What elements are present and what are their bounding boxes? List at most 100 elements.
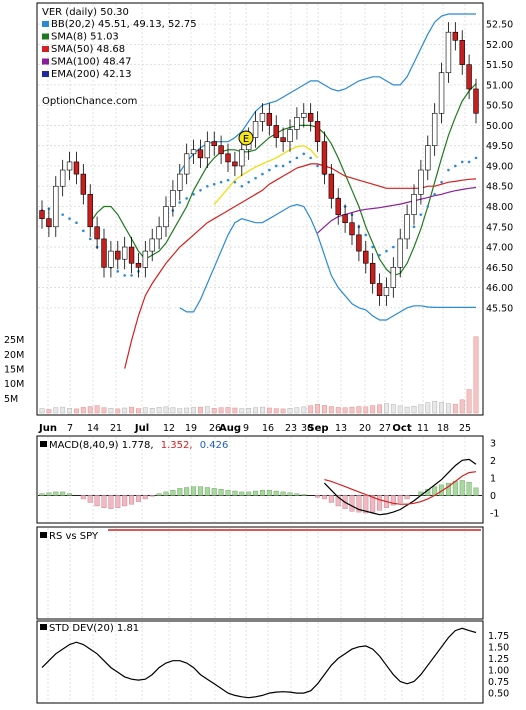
volume-bar: [156, 407, 162, 414]
candle-body: [59, 169, 66, 187]
macd-histogram-bar: [294, 493, 300, 496]
watermark-text: OptionChance.com: [42, 96, 137, 107]
psar-dot: [309, 156, 312, 160]
psar-dot: [68, 217, 71, 220]
psar-dot: [412, 225, 416, 229]
volume-bar: [87, 406, 93, 414]
candle-body: [411, 194, 417, 215]
x-tick-label: 13: [335, 423, 347, 434]
psar-dot: [75, 221, 78, 225]
psar-dot: [316, 164, 319, 168]
indicator-lines-layer: [89, 13, 477, 369]
candle-body: [101, 238, 107, 268]
volume-bar: [328, 406, 334, 414]
macd-histogram-bar: [197, 486, 203, 496]
volume-tick-label: 5M: [4, 394, 18, 405]
psar-dot: [447, 168, 450, 172]
legend-swatch: [42, 71, 49, 77]
x-tick-label: Aug: [219, 423, 241, 434]
candle-body: [342, 214, 348, 224]
candle-body: [252, 121, 259, 138]
candle-body: [376, 283, 383, 296]
volume-bar: [308, 405, 314, 414]
macd-histogram-bar: [246, 491, 252, 496]
candle-body: [294, 117, 300, 130]
psar-dot: [440, 180, 443, 184]
macd-histogram-bar: [259, 489, 265, 496]
macd-histogram-bar: [404, 495, 410, 500]
candle-body: [273, 125, 279, 138]
candle-body: [142, 250, 149, 268]
volume-bar: [397, 405, 403, 414]
psar-dot: [261, 172, 264, 176]
macd-histogram-bar: [135, 495, 141, 502]
macd-histogram-bar: [142, 495, 148, 500]
psar-dot: [178, 201, 182, 204]
x-tick-label: 25: [459, 423, 471, 434]
bollinger-lower-line: [179, 203, 476, 321]
psar-dot: [88, 237, 92, 241]
candle-body: [438, 72, 445, 114]
psar-dot: [206, 184, 209, 188]
psar-dot: [474, 156, 478, 160]
macd-histogram-bar: [94, 495, 100, 507]
legend-swatch: [42, 46, 49, 52]
macd-histogram-bar: [335, 495, 341, 507]
sma50-line: [124, 163, 477, 369]
candle-body: [473, 88, 479, 114]
price-panel-frame: [36, 2, 484, 416]
candle-body: [121, 246, 128, 260]
macd-histogram-bar: [184, 487, 190, 496]
price-tick-label: 47.50: [486, 222, 513, 233]
grid-layer: [38, 4, 482, 702]
macd-histogram-bar: [39, 493, 45, 496]
candle-body: [156, 226, 162, 240]
price-tick-label: 45.50: [486, 303, 513, 314]
candle-body: [80, 173, 87, 195]
volume-bar: [211, 408, 217, 414]
volume-bar: [418, 404, 424, 414]
psar-dot: [268, 168, 271, 172]
volume-bar: [177, 408, 183, 414]
volume-bar: [170, 407, 176, 414]
volume-bar: [225, 407, 231, 414]
macd-histogram-bar: [87, 495, 93, 503]
macd-histogram-bar: [473, 487, 479, 496]
macd-histogram-bar: [466, 482, 472, 496]
stddev-tick-label: 1.25: [488, 654, 509, 665]
macd-histogram-bar: [101, 495, 107, 508]
psar-dot: [219, 180, 223, 184]
volume-bar: [459, 399, 465, 414]
psar-dot: [454, 164, 457, 168]
psar-dot: [426, 205, 430, 208]
volume-bar: [259, 406, 265, 414]
volume-bar: [390, 404, 396, 414]
stddev-legend-swatch: [40, 624, 47, 630]
volume-bar: [266, 407, 272, 414]
candle-body: [94, 226, 100, 240]
psar-dot: [274, 164, 278, 168]
price-title: VER (daily) 50.30: [42, 7, 129, 18]
volume-bar: [356, 406, 362, 414]
volume-bar: [370, 405, 376, 414]
volume-bar: [377, 404, 383, 414]
x-tick-label: 19: [185, 423, 197, 434]
candle-body: [314, 121, 321, 142]
x-tick-label: 26: [209, 423, 221, 434]
x-tick-label: 21: [110, 423, 122, 434]
candle-body: [163, 206, 169, 228]
candle-body: [280, 137, 286, 142]
stddev-tick-label: 1.75: [488, 631, 509, 642]
volume-bar: [191, 407, 197, 414]
volume-bar: [273, 408, 279, 414]
macd-histogram-bar: [328, 495, 334, 503]
candle-body: [431, 112, 438, 147]
price-tick-label: 46.00: [486, 283, 513, 294]
volume-bar: [204, 406, 210, 414]
psar-dot: [247, 180, 250, 184]
x-tick-label: 23: [285, 423, 297, 434]
volume-bar: [383, 403, 389, 414]
candle-body: [239, 149, 245, 167]
volume-bar: [363, 406, 369, 414]
